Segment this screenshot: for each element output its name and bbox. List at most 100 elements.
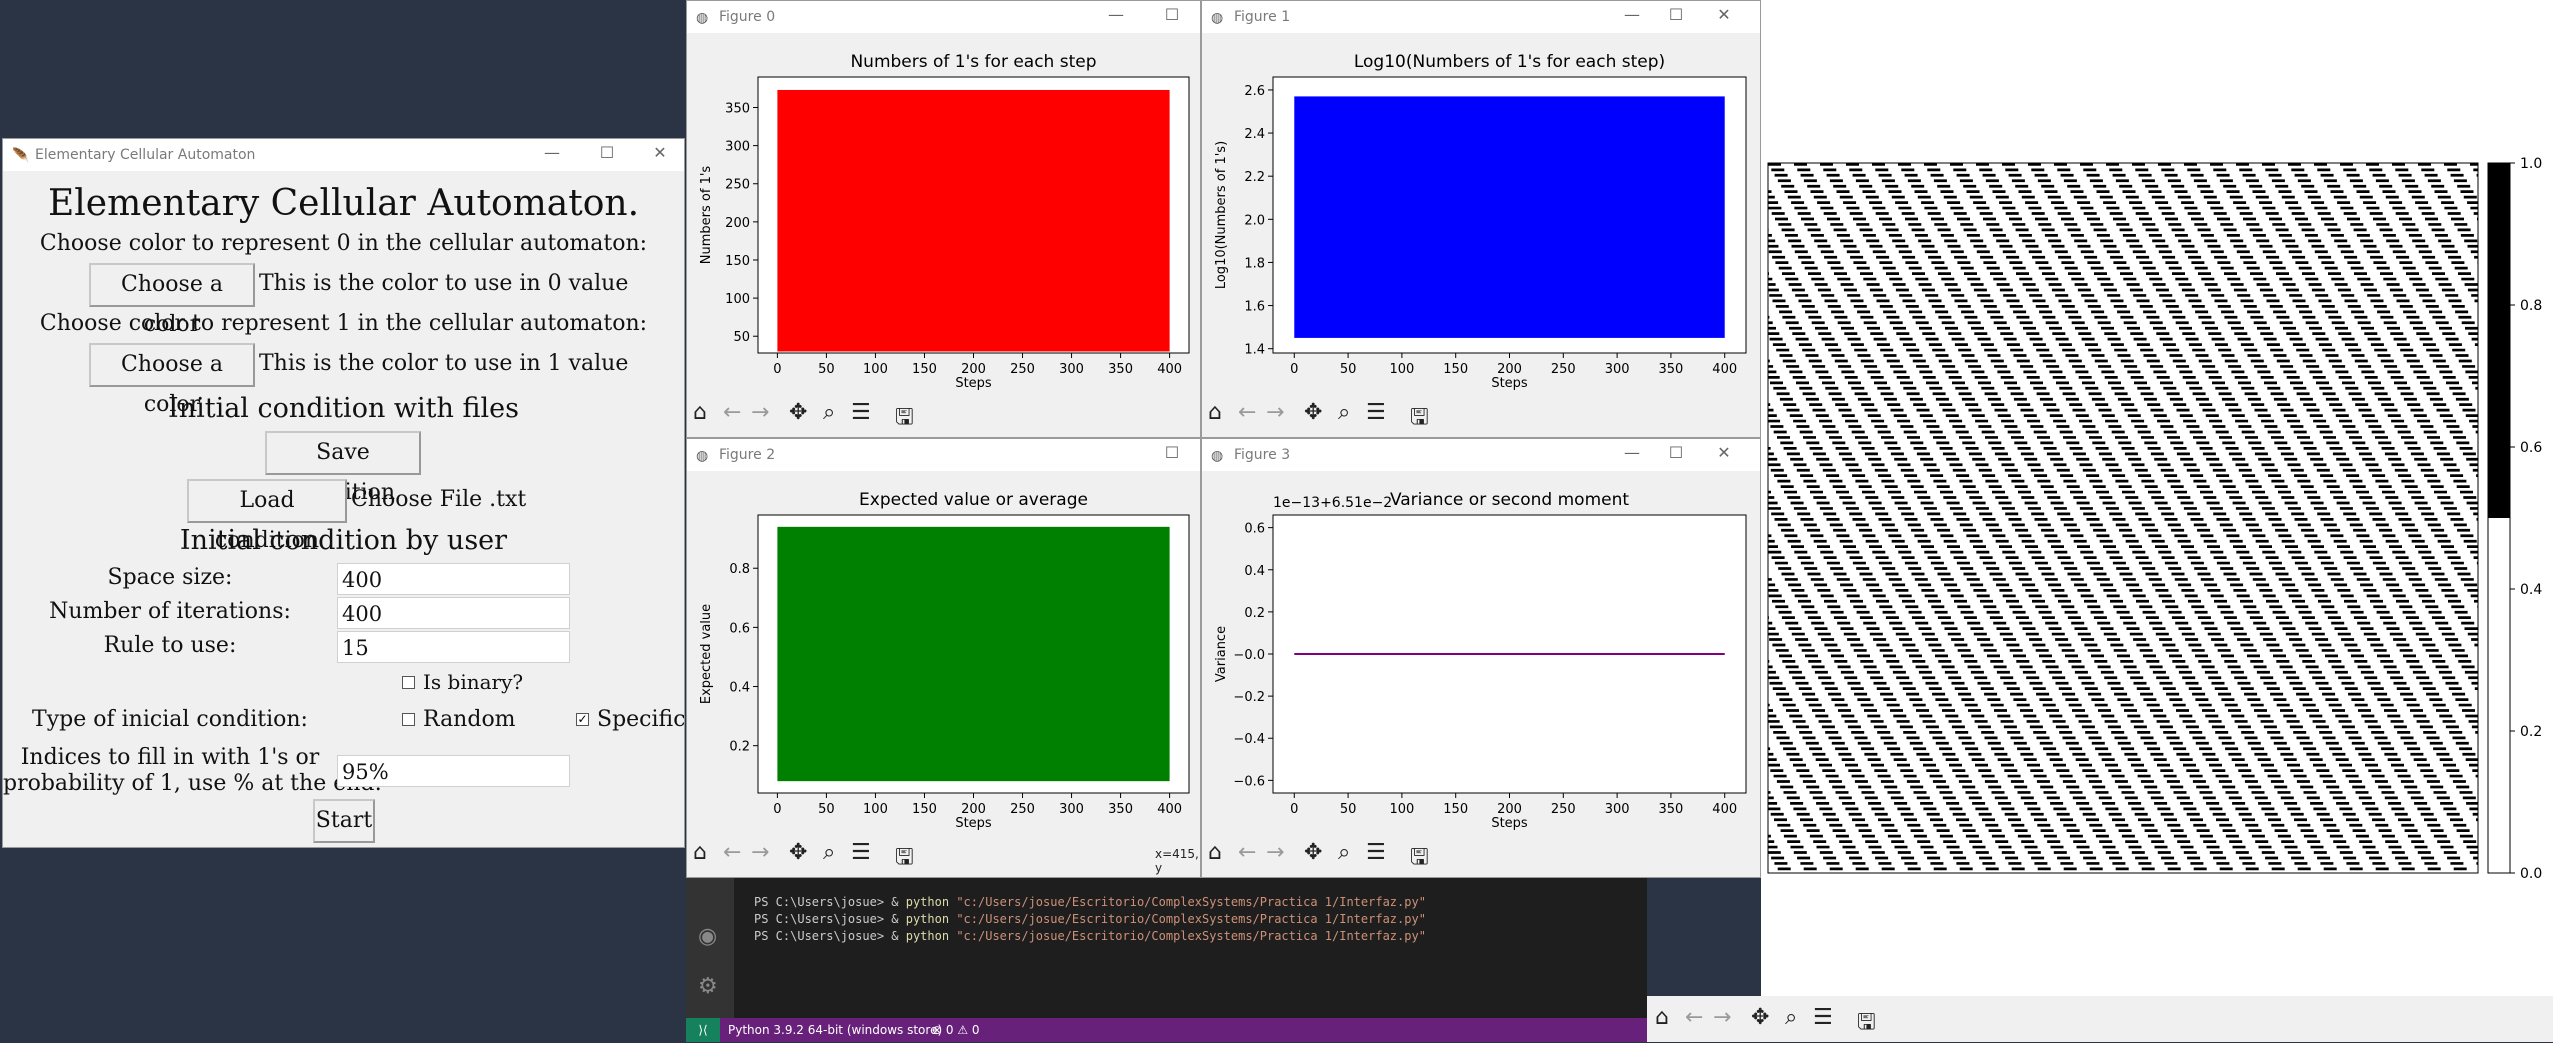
- figure-1-window: ◍ Figure 1 — ☐ ✕ 0 50 100 150 200 250 300 350 40…: [1201, 0, 1761, 438]
- save-icon[interactable]: 🖫: [895, 405, 914, 430]
- back-icon[interactable]: ←: [723, 400, 742, 425]
- save-icon[interactable]: 🖫: [895, 845, 914, 870]
- zoom-icon[interactable]: ⌕: [1338, 840, 1351, 865]
- colorbar-tick-label: 1.0: [2520, 156, 2542, 172]
- x-tick-label: 50: [1340, 362, 1357, 377]
- minimize-icon[interactable]: —: [544, 143, 560, 162]
- maximize-icon[interactable]: ☐: [1668, 5, 1684, 24]
- y-tick-label: 2.2: [1244, 170, 1265, 185]
- zoom-icon[interactable]: ⌕: [1785, 1005, 1798, 1030]
- figure-titlebar[interactable]: ◍ Figure 1 — ☐ ✕: [1202, 1, 1760, 33]
- close-icon[interactable]: ✕: [1717, 443, 1731, 462]
- x-tick-label: 300: [1059, 362, 1084, 377]
- is-binary-checkbox[interactable]: [402, 676, 415, 689]
- back-icon[interactable]: ←: [1238, 840, 1257, 865]
- save-icon[interactable]: 🖫: [1410, 845, 1429, 870]
- home-icon[interactable]: ⌂: [1208, 840, 1222, 865]
- iterations-input[interactable]: 400: [337, 597, 570, 629]
- home-icon[interactable]: ⌂: [1208, 400, 1222, 425]
- close-icon[interactable]: ✕: [1717, 5, 1731, 24]
- x-tick-label: 100: [1389, 802, 1414, 817]
- y-tick-label: 2.6: [1244, 84, 1265, 99]
- configure-icon[interactable]: ☰: [1366, 840, 1386, 865]
- zoom-icon[interactable]: ⌕: [823, 840, 836, 865]
- forward-icon[interactable]: →: [1713, 1005, 1732, 1030]
- figure-titlebar[interactable]: ◍ Figure 3 — ☐ ✕: [1202, 439, 1760, 471]
- close-icon[interactable]: ✕: [653, 143, 667, 162]
- y-tick-label: 0.2: [729, 740, 750, 755]
- start-button[interactable]: Start: [313, 799, 375, 843]
- forward-icon[interactable]: →: [1266, 840, 1285, 865]
- bar-fill: [777, 89, 1170, 352]
- random-checkbox[interactable]: [402, 713, 415, 726]
- figure-0-plot: 0 50 100 150 200 250 300 350 400 50 100 150 200 250 30…: [687, 33, 1200, 393]
- back-icon[interactable]: ←: [723, 840, 742, 865]
- rule-input[interactable]: 15: [337, 631, 570, 663]
- maximize-icon[interactable]: ☐: [1668, 443, 1684, 462]
- problems-count[interactable]: ⊗ 0 ⚠ 0: [932, 1023, 980, 1037]
- choose-color1-button[interactable]: Choose a color: [89, 343, 255, 417]
- pan-icon[interactable]: ✥: [1751, 1005, 1770, 1030]
- settings-gear-icon[interactable]: ⚙: [698, 974, 718, 999]
- navigation-toolbar: ⌂ ← → ✥ ⌕ ☰ 🖫: [1202, 831, 1760, 877]
- configure-icon[interactable]: ☰: [851, 840, 871, 865]
- configure-icon[interactable]: ☰: [851, 400, 871, 425]
- main-window-titlebar[interactable]: 🪶 Elementary Cellular Automaton — ☐ ✕: [3, 139, 684, 171]
- python-version[interactable]: Python 3.9.2 64-bit (windows store): [728, 1023, 943, 1037]
- zoom-icon[interactable]: ⌕: [823, 400, 836, 425]
- x-tick-label: 350: [1658, 802, 1683, 817]
- indices-input[interactable]: 95%: [337, 755, 570, 787]
- minimize-icon[interactable]: —: [1108, 5, 1124, 24]
- matplotlib-icon: ◍: [1211, 10, 1224, 26]
- forward-icon[interactable]: →: [751, 840, 770, 865]
- load-condition-button[interactable]: Load condition: [187, 479, 347, 553]
- x-tick-label: 300: [1605, 362, 1630, 377]
- choose-color0-button[interactable]: Choose a color: [89, 263, 255, 337]
- home-icon[interactable]: ⌂: [693, 400, 707, 425]
- colorbar-tick-label: 0.0: [2520, 866, 2542, 882]
- vscode-terminal[interactable]: ◉ ⚙ PS C:\Users\josue> & python "c:/User…: [686, 878, 1647, 1028]
- minimize-icon[interactable]: —: [1624, 5, 1640, 24]
- maximize-icon[interactable]: ☐: [599, 143, 615, 162]
- minimize-icon[interactable]: —: [1624, 443, 1640, 462]
- y-tick-label: 150: [725, 254, 750, 269]
- figure-titlebar[interactable]: ◍ Figure 2 ☐: [687, 439, 1200, 471]
- save-icon[interactable]: 🖫: [1857, 1010, 1876, 1035]
- x-tick-label: 150: [912, 802, 937, 817]
- pan-icon[interactable]: ✥: [789, 840, 808, 865]
- space-size-input[interactable]: 400: [337, 563, 570, 595]
- x-tick-label: 0: [1290, 802, 1298, 817]
- colorbar-tick-label: 0.4: [2520, 582, 2542, 598]
- activity-bar: ◉ ⚙: [686, 878, 734, 1018]
- forward-icon[interactable]: →: [751, 400, 770, 425]
- maximize-icon[interactable]: ☐: [1164, 5, 1180, 24]
- pan-icon[interactable]: ✥: [1304, 840, 1323, 865]
- y-axis-label: Variance: [1214, 626, 1229, 682]
- pan-icon[interactable]: ✥: [1304, 400, 1323, 425]
- y-tick-label: −0.0: [1233, 648, 1265, 663]
- configure-icon[interactable]: ☰: [1813, 1005, 1833, 1030]
- save-condition-button[interactable]: Save condition: [265, 431, 421, 505]
- x-tick-label: 300: [1605, 802, 1630, 817]
- home-icon[interactable]: ⌂: [1655, 1005, 1669, 1030]
- x-tick-label: 250: [1010, 802, 1035, 817]
- home-icon[interactable]: ⌂: [693, 840, 707, 865]
- y-tick-label: −0.4: [1233, 732, 1265, 747]
- figure-0-window: ◍ Figure 0 — ☐ 0 50 100 150 200 250 300 350 400 5…: [686, 0, 1201, 438]
- specific-checkbox[interactable]: ✓: [576, 712, 589, 726]
- y-tick-label: 1.4: [1244, 343, 1265, 358]
- maximize-icon[interactable]: ☐: [1164, 443, 1180, 462]
- remote-icon[interactable]: ⟩⟨: [686, 1018, 720, 1042]
- forward-icon[interactable]: →: [1266, 400, 1285, 425]
- save-icon[interactable]: 🖫: [1410, 405, 1429, 430]
- rule-label: Rule to use:: [103, 633, 237, 658]
- x-tick-label: 0: [1290, 362, 1298, 377]
- pan-icon[interactable]: ✥: [789, 400, 808, 425]
- figure-titlebar[interactable]: ◍ Figure 0 — ☐: [687, 1, 1200, 33]
- x-tick-label: 100: [1389, 362, 1414, 377]
- back-icon[interactable]: ←: [1685, 1005, 1704, 1030]
- account-icon[interactable]: ◉: [698, 924, 718, 949]
- zoom-icon[interactable]: ⌕: [1338, 400, 1351, 425]
- configure-icon[interactable]: ☰: [1366, 400, 1386, 425]
- back-icon[interactable]: ←: [1238, 400, 1257, 425]
